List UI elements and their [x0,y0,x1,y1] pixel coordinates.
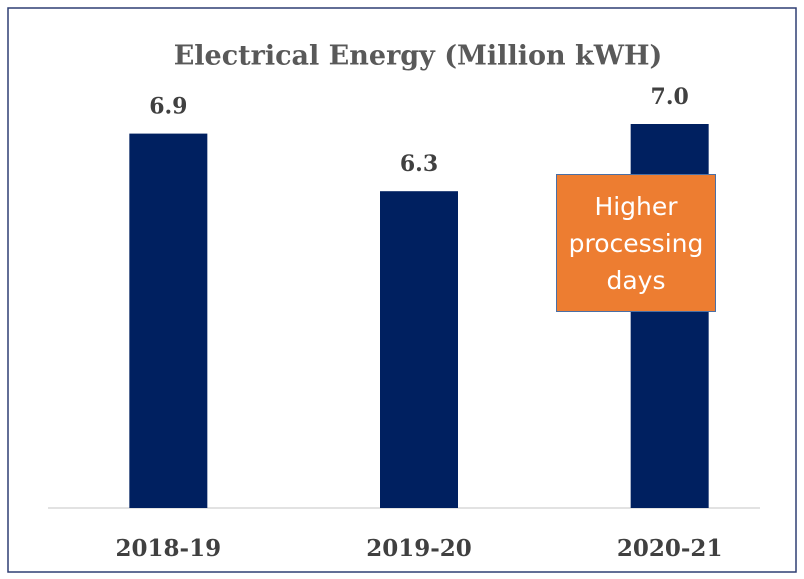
data-label: 6.3 [400,151,438,177]
bar [129,133,208,508]
bar [380,191,458,508]
x-tick-label: 2019-20 [366,535,472,562]
x-tick-label: 2020-21 [617,535,723,562]
x-tick-label: 2018-19 [116,535,222,562]
chart-title: Electrical Energy (Million kWH) [174,41,663,72]
data-label: 7.0 [651,84,689,110]
annotation: Higher processing days [556,174,716,312]
data-label: 6.9 [149,94,187,120]
